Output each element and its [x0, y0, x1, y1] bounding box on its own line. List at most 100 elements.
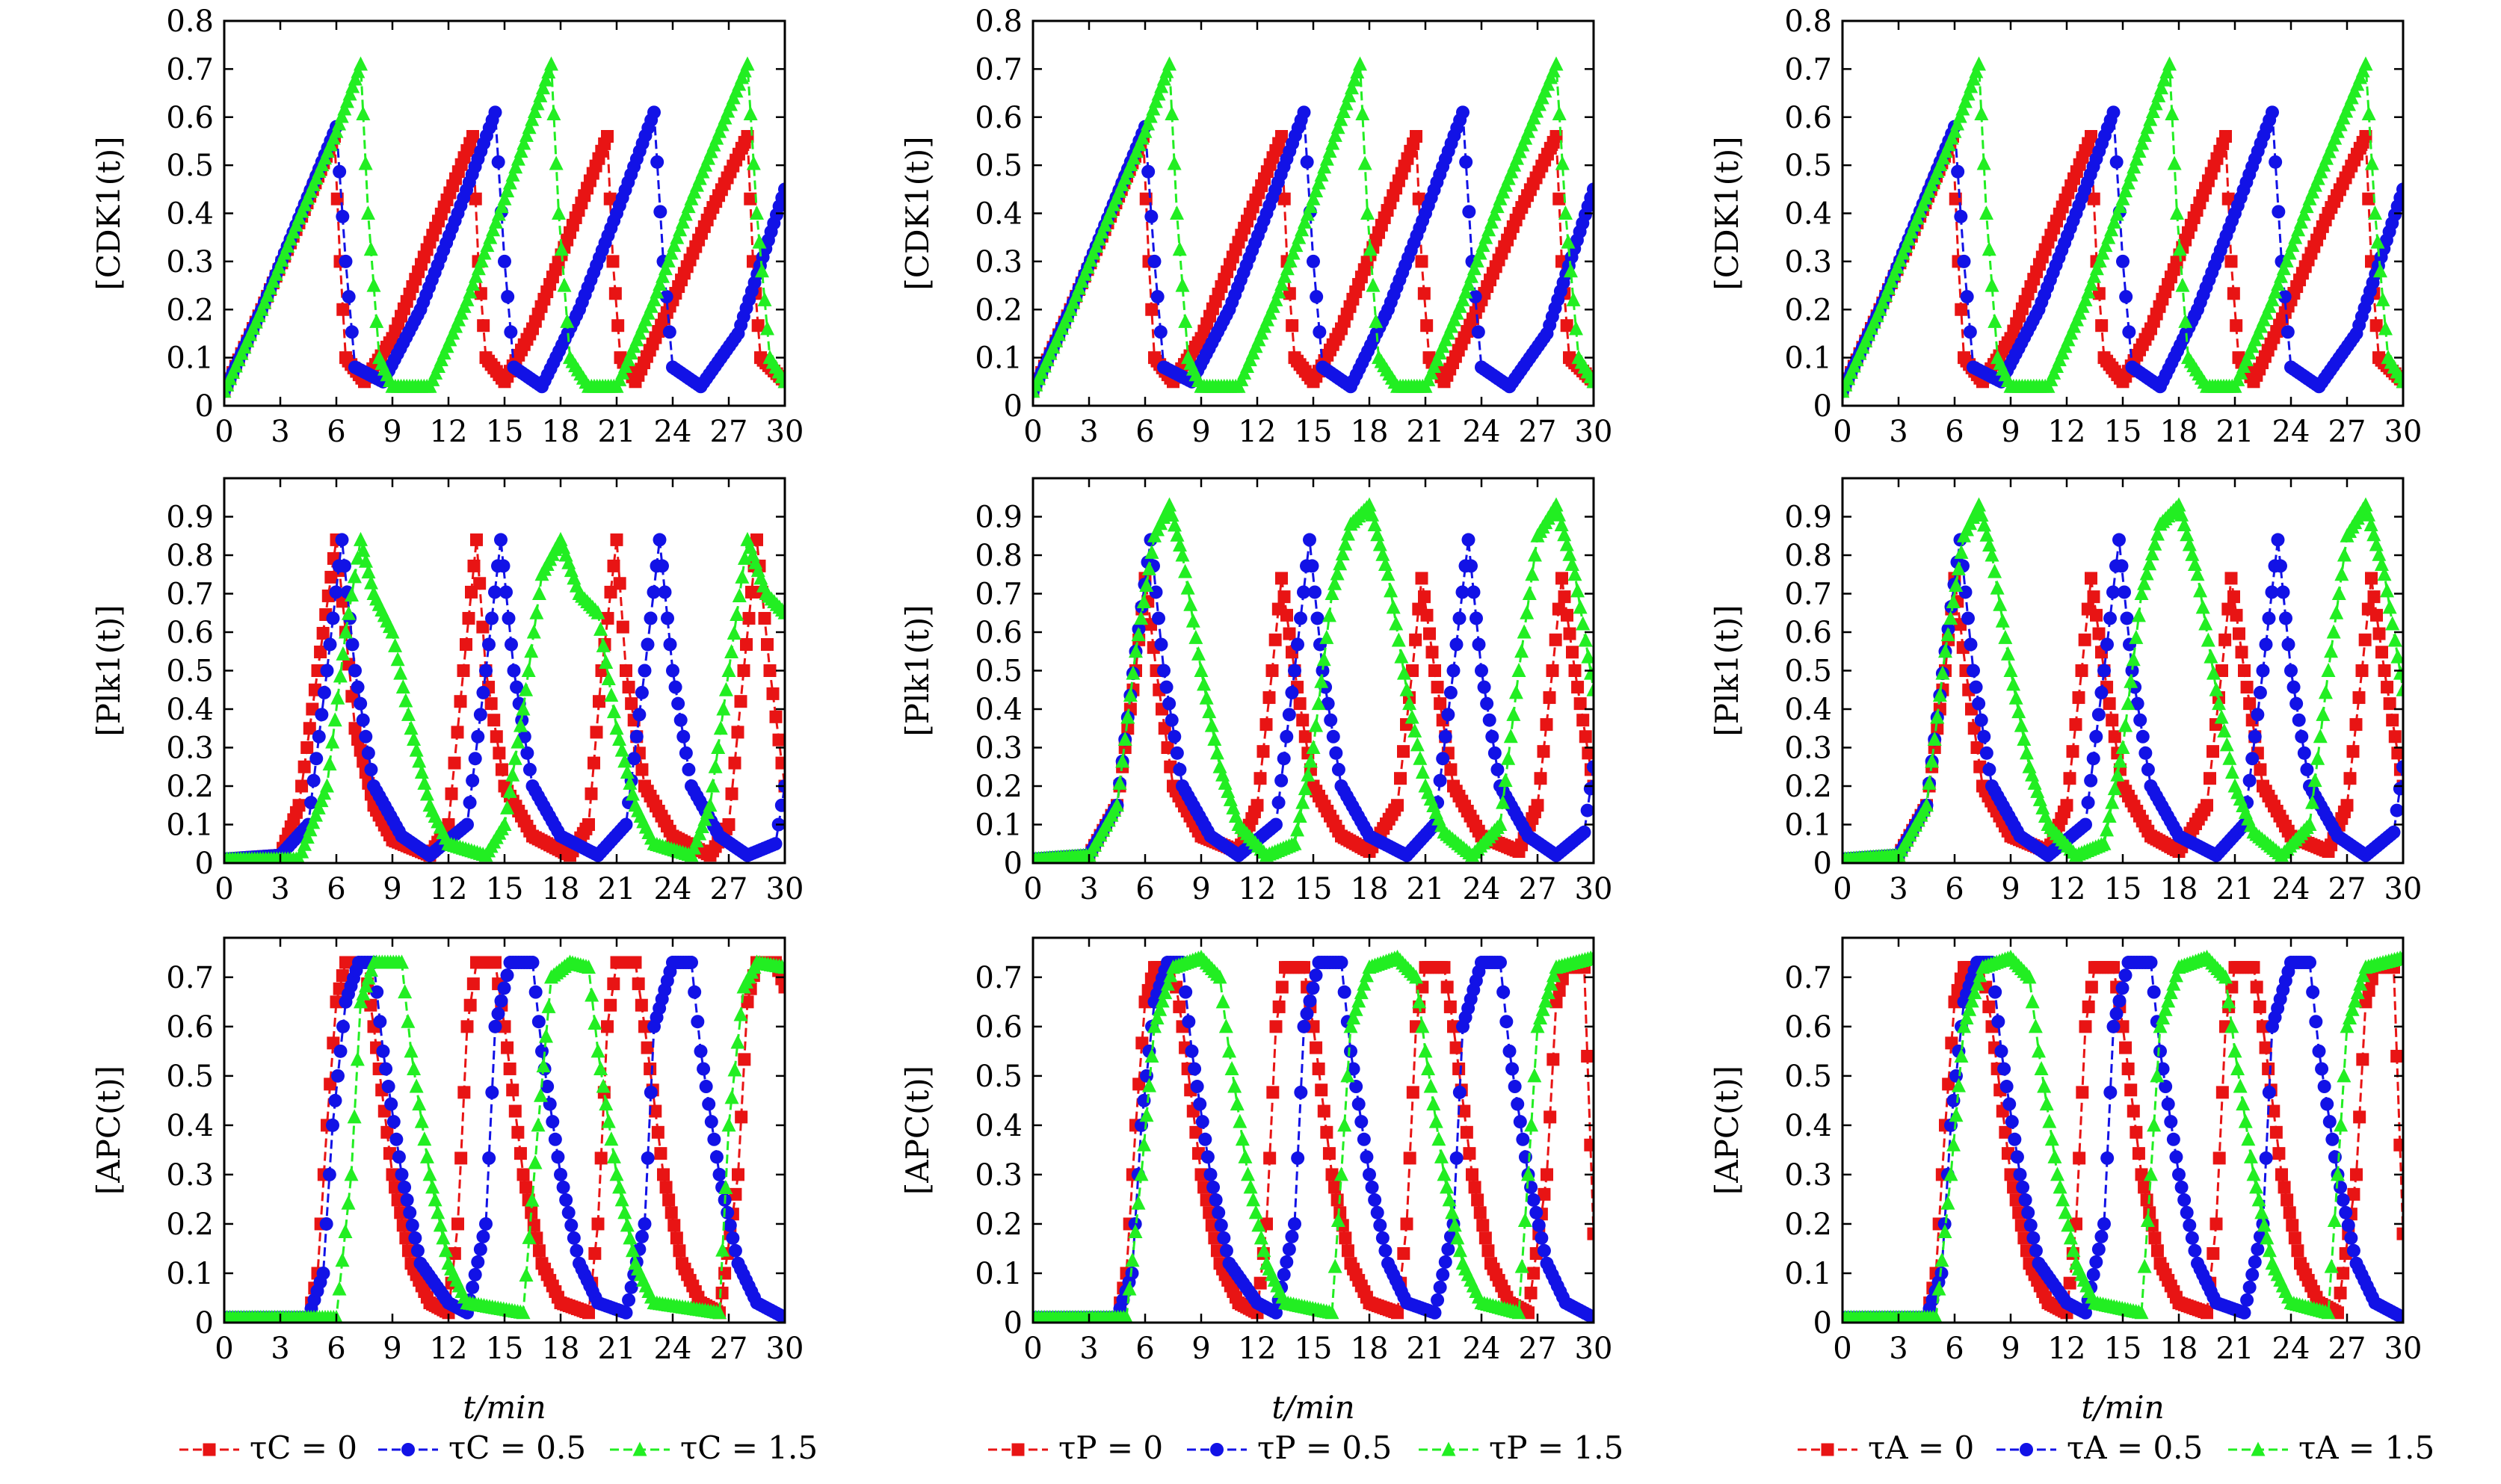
- data-point-green: [1982, 537, 1996, 552]
- data-point-green: [1173, 537, 1187, 552]
- data-point-green: [2212, 696, 2227, 711]
- data-point-red: [1330, 1193, 1344, 1207]
- data-point-blue: [1212, 1205, 1226, 1219]
- data-point-green: [1481, 222, 1496, 237]
- data-point-red: [1397, 745, 1410, 758]
- data-point-green: [2143, 111, 2158, 126]
- data-point-red: [476, 620, 490, 634]
- data-point-green: [2115, 740, 2130, 754]
- data-point-green: [306, 814, 321, 829]
- data-point-green: [2265, 291, 2280, 306]
- data-point-green: [724, 643, 739, 658]
- y-tick-label: 0.7: [1784, 52, 1832, 87]
- data-point-green: [1126, 665, 1141, 680]
- data-point-blue: [312, 729, 326, 743]
- data-point-green: [417, 1131, 432, 1146]
- data-point-green: [1327, 127, 1342, 142]
- data-point-green: [2148, 96, 2163, 111]
- data-point-blue: [2276, 585, 2290, 599]
- data-point-green: [1564, 557, 1579, 572]
- x-tick-label: 18: [542, 1332, 580, 1366]
- data-point-green: [727, 1062, 742, 1077]
- data-point-green: [1567, 566, 1582, 581]
- y-tick-label: 0.4: [166, 693, 214, 727]
- data-point-green: [516, 701, 531, 716]
- x-tick-label: 3: [271, 872, 289, 906]
- data-point-blue: [635, 685, 649, 699]
- data-point-blue: [2245, 752, 2260, 766]
- data-point-blue: [1967, 664, 1980, 678]
- data-point-red: [585, 787, 598, 800]
- data-point-green: [1954, 544, 1969, 559]
- y-tick-label: 0.7: [166, 578, 214, 612]
- data-point-green: [1207, 731, 1222, 746]
- y-tick-label: 0.8: [166, 539, 214, 573]
- data-point-green: [735, 569, 750, 584]
- data-point-blue: [476, 685, 490, 699]
- data-point-blue: [632, 708, 647, 722]
- data-point-red: [2078, 633, 2091, 646]
- data-point-red: [1537, 745, 1550, 758]
- data-point-blue: [1490, 762, 1505, 776]
- y-tick-label: 0.2: [975, 293, 1023, 327]
- data-point-red: [2381, 681, 2394, 694]
- data-point-green: [599, 1096, 614, 1111]
- data-point-green: [2006, 676, 2021, 691]
- data-point-green: [2078, 291, 2093, 306]
- data-point-blue: [356, 713, 370, 727]
- data-point-blue: [379, 1062, 393, 1076]
- data-point-blue: [460, 817, 474, 832]
- data-point-blue: [1214, 1218, 1228, 1232]
- data-point-green: [2142, 556, 2157, 571]
- data-point-green: [300, 829, 315, 844]
- data-point-blue: [392, 1150, 406, 1164]
- data-point-red: [493, 746, 506, 760]
- data-point-blue: [644, 1085, 658, 1099]
- data-point-green: [1503, 729, 1518, 743]
- data-point-red: [1444, 763, 1458, 776]
- data-point-blue: [1165, 713, 1179, 727]
- data-point-green: [536, 1058, 551, 1073]
- data-point-red: [454, 695, 467, 708]
- data-point-green: [1357, 155, 1372, 170]
- data-point-red: [457, 664, 470, 677]
- data-point-green: [1496, 794, 1511, 809]
- data-point-red: [758, 611, 771, 625]
- data-point-green: [609, 720, 624, 735]
- x-tick-label: 27: [710, 415, 748, 449]
- data-point-green: [1498, 773, 1513, 788]
- data-point-green: [1461, 276, 1476, 291]
- data-point-blue: [386, 1115, 401, 1129]
- data-point-green: [588, 1015, 602, 1030]
- data-point-red: [1339, 1231, 1352, 1245]
- y-tick-label: 0.1: [1784, 341, 1832, 376]
- data-point-blue: [1217, 1231, 1231, 1245]
- data-point-blue: [1193, 1097, 1207, 1111]
- data-point-green: [488, 214, 503, 229]
- data-point-green: [777, 374, 785, 389]
- data-point-green: [1464, 268, 1479, 283]
- data-point-green: [1165, 105, 1179, 120]
- data-point-red: [728, 756, 741, 770]
- data-point-green: [511, 734, 525, 749]
- data-point-green: [1943, 610, 1958, 625]
- data-point-green: [1319, 151, 1334, 166]
- y-tick-label: 0.5: [1784, 149, 1832, 183]
- x-tick-label: 6: [1945, 872, 1964, 906]
- data-point-red: [1391, 1306, 1404, 1320]
- data-point-green: [351, 550, 365, 565]
- data-point-blue: [319, 1216, 333, 1231]
- data-point-green: [601, 671, 616, 686]
- data-point-green: [1144, 544, 1159, 559]
- y-tick-label: 0: [1813, 389, 1832, 424]
- data-point-red: [1576, 714, 1590, 727]
- data-point-green: [345, 587, 359, 602]
- data-point-green: [390, 652, 405, 667]
- data-point-green: [2321, 663, 2336, 677]
- data-point-green: [471, 261, 486, 276]
- data-point-red: [1286, 319, 1299, 333]
- data-point-green: [1336, 104, 1351, 119]
- data-point-red: [741, 130, 754, 143]
- data-point-green: [715, 1242, 730, 1257]
- data-point-blue: [333, 1044, 348, 1058]
